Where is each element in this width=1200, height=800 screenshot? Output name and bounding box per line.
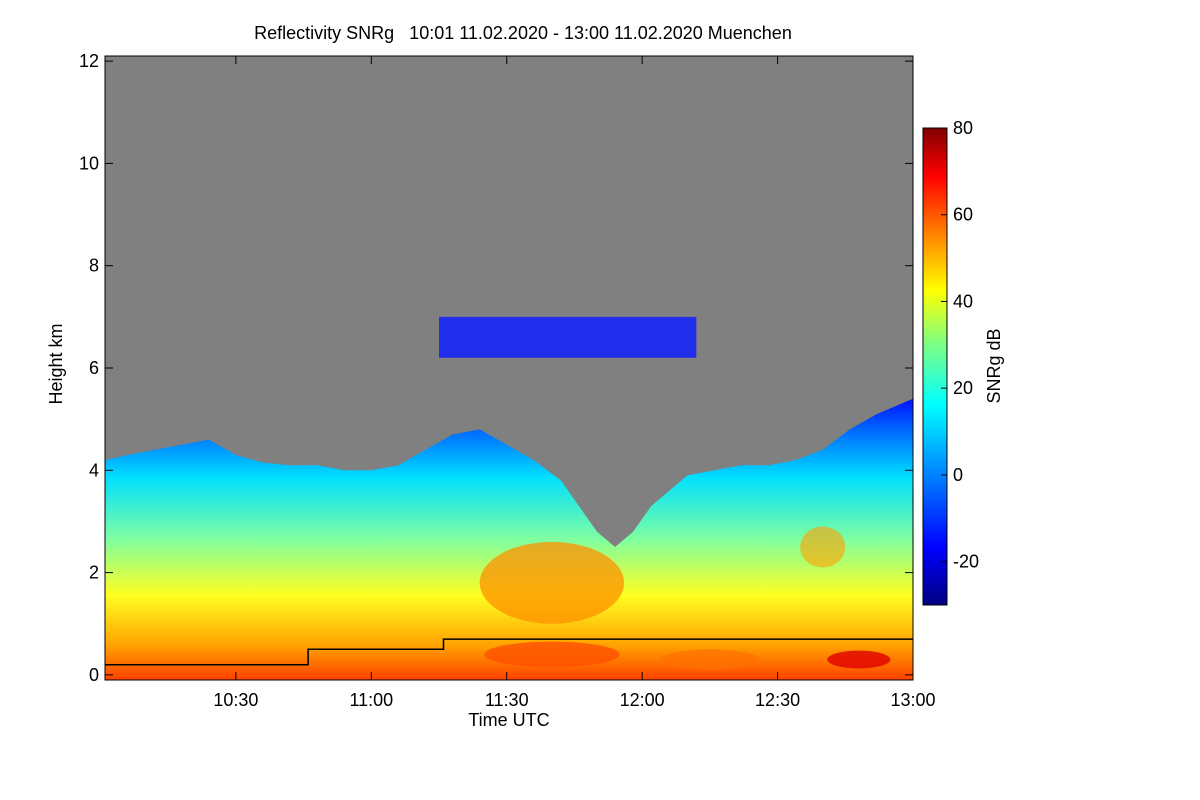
colorbar-tick-label: 40 [953,291,973,311]
cloud-reflectivity-area [105,398,913,680]
x-tick-label: 11:00 [349,690,393,710]
colorbar-label: SNRg dB [984,328,1004,403]
y-axis-label: Height km [46,323,66,404]
colorbar-tick-label: -20 [953,552,979,572]
x-axis-ticks: 10:30 11:00 11:30 12:00 12:30 13:00 [213,56,936,710]
colorbar-tick-label: 80 [953,118,973,138]
reflectivity-core [660,649,760,670]
x-tick-label: 11:30 [485,690,529,710]
colorbar-tick-label: 0 [953,465,963,485]
y-tick-label: 4 [89,460,99,480]
y-tick-label: 8 [89,256,99,276]
y-tick-label: 10 [79,153,99,173]
y-axis-ticks: 0 2 4 6 8 10 12 [79,51,913,685]
x-tick-label: 12:30 [755,690,800,710]
y-tick-label: 0 [89,665,99,685]
x-tick-label: 12:00 [620,690,665,710]
boundary-layer-line [105,638,913,666]
colorbar-ticks: -20 0 20 40 60 80 [941,118,979,572]
x-tick-label: 10:30 [213,690,258,710]
x-tick-label: 13:00 [890,690,935,710]
colorbar-tick-label: 60 [953,205,973,225]
y-tick-label: 12 [79,51,99,71]
chart-title: Reflectivity SNRg 10:01 11.02.2020 - 13:… [254,23,792,43]
upper-cloud-band [439,316,697,358]
reflectivity-core [800,526,846,568]
x-axis-label: Time UTC [468,710,549,730]
y-tick-label: 6 [89,358,99,378]
y-tick-label: 2 [89,563,99,583]
reflectivity-core [479,541,625,624]
reflectivity-core [484,641,620,668]
colorbar-tick-label: 20 [953,378,973,398]
high-reflectivity-cores [479,526,891,670]
colorbar [922,127,948,606]
reflectivity-core [827,650,891,669]
